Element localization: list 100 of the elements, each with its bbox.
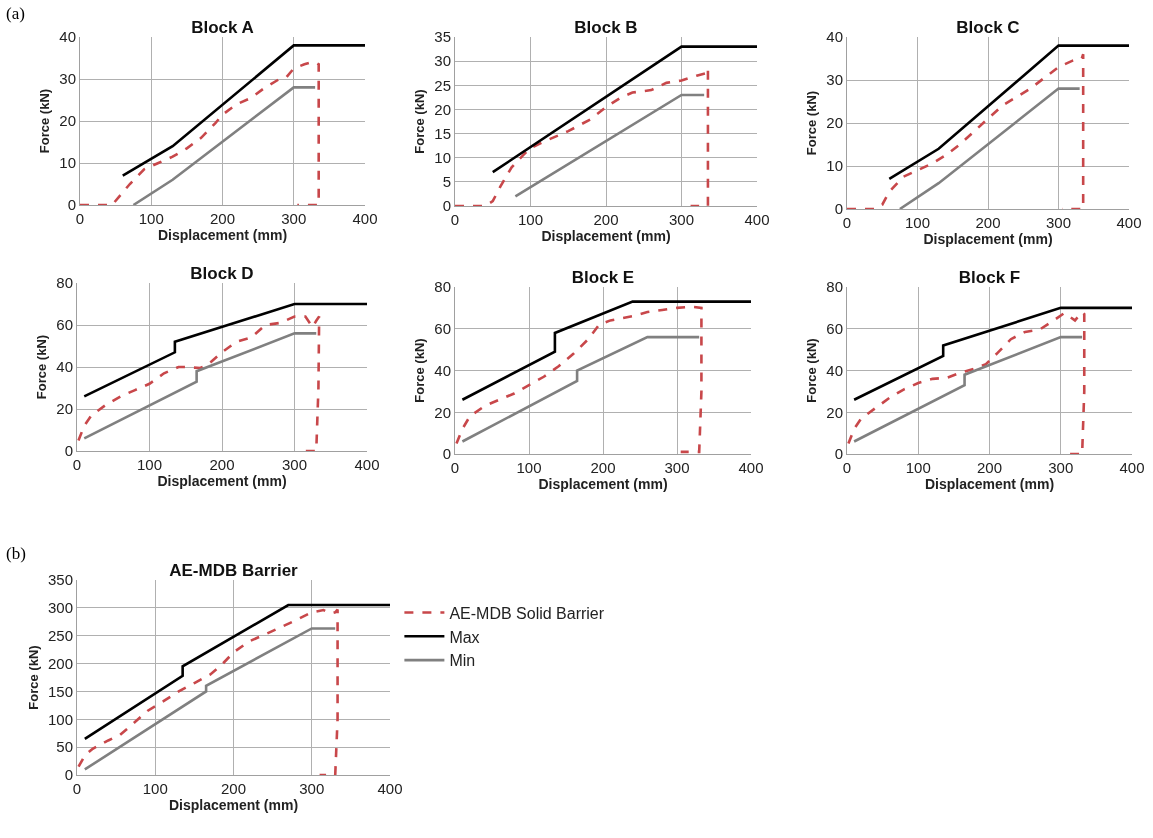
- line-series: [852, 306, 1132, 402]
- y-tick-label: 0: [442, 197, 451, 215]
- line-series: [847, 52, 1085, 209]
- y-tick-label: 30: [434, 52, 451, 70]
- text: (b): [6, 544, 26, 564]
- line-series: [847, 310, 1086, 454]
- y-axis-title: Force (kN): [34, 334, 50, 400]
- chart-title: Block B: [574, 18, 638, 37]
- x-tick-label: 400: [1119, 459, 1145, 476]
- y-tick-label: 40: [434, 361, 451, 379]
- y-tick-label: 200: [47, 654, 73, 672]
- y-tick-label: 20: [434, 403, 451, 421]
- line-series: [77, 315, 321, 451]
- y-tick-label: 40: [59, 28, 76, 46]
- x-tick-label: 400: [377, 780, 403, 797]
- y-axis-title: Force (kN): [804, 338, 820, 403]
- line-series: [82, 332, 318, 440]
- y-axis-title: Force (kN): [37, 88, 53, 154]
- y-tick-label: 40: [826, 361, 843, 379]
- x-tick-label: 300: [1048, 459, 1074, 476]
- y-tick-label: 100: [47, 710, 73, 728]
- line-series: [455, 305, 703, 454]
- y-tick-label: 300: [47, 599, 73, 617]
- chart-title: AE-MDB Barrier: [169, 561, 299, 580]
- x-tick-label: 300: [299, 780, 325, 797]
- line-series: [461, 335, 701, 443]
- x-axis-title: Displacement (mm): [157, 473, 287, 490]
- x-tick-label: 300: [281, 210, 307, 227]
- y-tick-label: 35: [434, 28, 451, 46]
- x-tick-label: 100: [142, 780, 168, 797]
- x-tick-label: 300: [668, 211, 695, 228]
- y-axis-title: Force (kN): [412, 338, 428, 403]
- y-tick-label: 80: [434, 278, 451, 296]
- y-tick-label: 250: [47, 626, 73, 644]
- y-tick-label: 30: [826, 71, 843, 89]
- y-tick-label: 15: [434, 124, 451, 142]
- y-tick-label: 25: [434, 76, 451, 94]
- legend-label: AE-MDB Solid Barrier: [449, 604, 605, 622]
- y-tick-label: 60: [434, 320, 451, 337]
- line-series: [83, 627, 337, 771]
- y-tick-label: 80: [826, 278, 843, 296]
- y-axis-title: Force (kN): [25, 645, 41, 710]
- y-tick-label: 10: [59, 154, 76, 172]
- line-series: [77, 608, 339, 775]
- x-axis-title: Displacement (mm): [924, 476, 1055, 493]
- x-tick-label: 300: [281, 456, 308, 473]
- x-tick-label: 400: [744, 211, 770, 228]
- x-axis-title: Displacement (mm): [538, 476, 668, 493]
- y-tick-label: 5: [442, 173, 451, 191]
- x-tick-label: 200: [220, 780, 247, 797]
- chart-title: Block A: [191, 18, 254, 37]
- x-tick-label: 100: [904, 214, 931, 231]
- y-tick-label: 20: [56, 400, 73, 418]
- y-tick-label: 10: [434, 148, 451, 166]
- x-tick-label: 200: [209, 456, 235, 473]
- y-tick-label: 20: [826, 114, 843, 132]
- chart-title: Block E: [571, 268, 635, 287]
- y-tick-label: 0: [64, 766, 73, 784]
- y-tick-label: 30: [59, 70, 76, 88]
- chart-title: Block C: [956, 18, 1020, 37]
- x-tick-label: 400: [1116, 214, 1142, 231]
- y-tick-label: 20: [826, 403, 843, 421]
- y-tick-label: 20: [59, 112, 76, 130]
- chart-title: Block F: [958, 268, 1021, 287]
- x-tick-label: 200: [590, 459, 616, 476]
- x-axis-title: Displacement (mm): [923, 231, 1053, 248]
- x-tick-label: 200: [976, 459, 1003, 476]
- line-series: [852, 335, 1084, 443]
- y-tick-label: 20: [434, 100, 451, 118]
- line-series: [83, 603, 390, 741]
- y-axis-title: Force (kN): [412, 89, 428, 154]
- x-tick-label: 100: [517, 211, 544, 228]
- legend-label: Max: [449, 628, 480, 646]
- line-series: [82, 302, 367, 398]
- x-tick-label: 300: [664, 459, 690, 476]
- x-tick-label: 100: [136, 456, 163, 473]
- x-axis-title: Displacement (mm): [541, 228, 671, 245]
- y-tick-label: 60: [56, 316, 73, 334]
- x-tick-label: 100: [905, 459, 931, 476]
- x-tick-label: 200: [593, 211, 619, 228]
- x-tick-label: 200: [975, 214, 1001, 231]
- x-tick-label: 400: [738, 459, 764, 476]
- y-tick-label: 80: [56, 274, 73, 292]
- x-tick-label: 100: [138, 210, 164, 227]
- x-tick-label: 200: [209, 210, 236, 227]
- y-axis-title: Force (kN): [804, 90, 820, 156]
- y-tick-label: 0: [64, 442, 73, 460]
- chart-title: Block D: [190, 264, 254, 283]
- x-tick-label: 100: [516, 459, 542, 476]
- y-tick-label: 40: [826, 28, 843, 46]
- x-tick-label: 300: [1045, 214, 1072, 231]
- x-tick-label: 400: [352, 210, 378, 227]
- x-tick-label: 400: [354, 456, 380, 473]
- y-tick-label: 60: [826, 320, 843, 337]
- text: (a): [6, 4, 25, 24]
- x-axis-title: Displacement (mm): [157, 227, 288, 244]
- y-tick-label: 50: [56, 738, 73, 756]
- y-tick-label: 150: [47, 682, 73, 700]
- y-tick-label: 0: [67, 196, 76, 214]
- line-series: [80, 60, 320, 205]
